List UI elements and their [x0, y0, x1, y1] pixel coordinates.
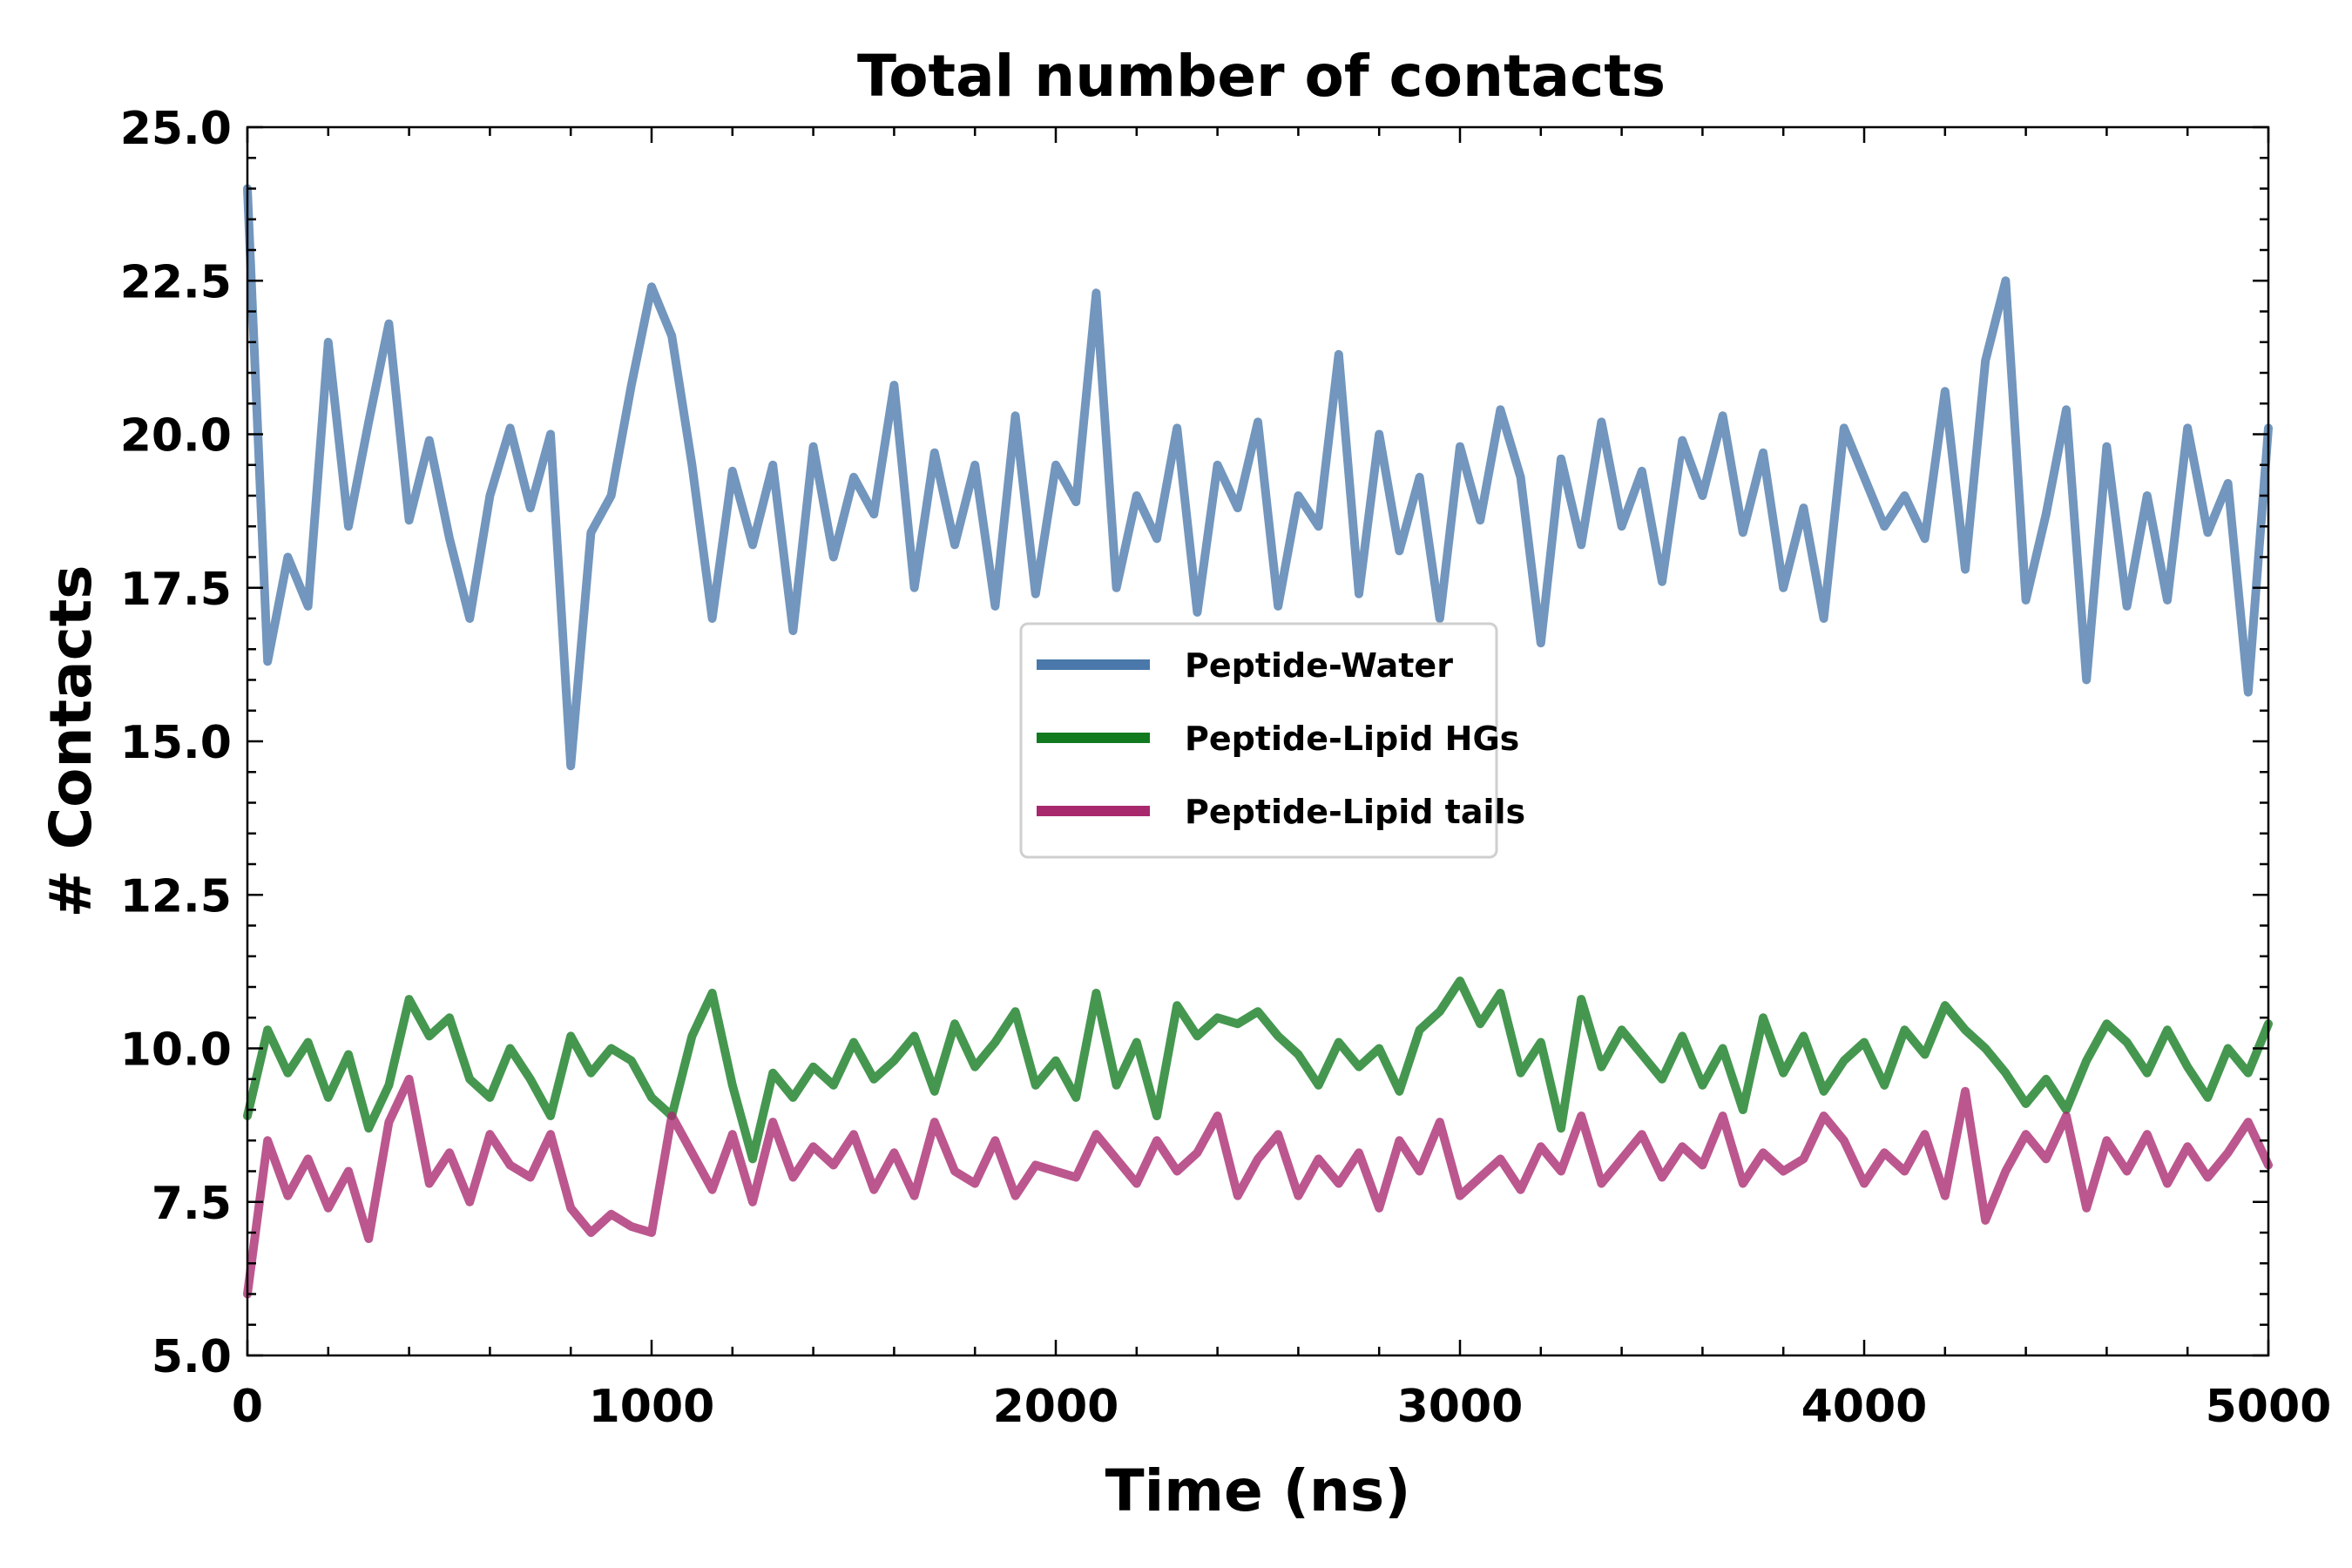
series-line-peptide-water [243, 184, 2273, 771]
legend-box [1019, 622, 1498, 859]
x-tick-label: 3000 [1397, 1381, 1524, 1433]
x-tick-label: 1000 [589, 1381, 715, 1433]
y-tick-label: 22.5 [120, 256, 232, 308]
x-tick-label: 2000 [993, 1381, 1119, 1433]
y-tick-label: 12.5 [120, 870, 232, 923]
x-tick-label: 0 [232, 1381, 263, 1433]
legend-label-peptide-lipid-hgs: Peptide-Lipid HGs [1185, 720, 1519, 758]
tick-labels-layer: 0 1000 2000 3000 4000 5000 5.0 7.5 10.0 12.5 15.0 1… [120, 103, 2332, 1433]
x-tick-label: 4000 [1801, 1381, 1928, 1433]
y-tick-label: 15.0 [120, 717, 232, 769]
legend-label-peptide-water: Peptide-Water [1185, 646, 1453, 685]
y-tick-label: 20.0 [120, 410, 232, 463]
legend-label-peptide-lipid-tails: Peptide-Lipid tails [1185, 793, 1525, 831]
series-line-peptide-lipid-hgs [243, 977, 2273, 1164]
legend: Peptide-Water Peptide-Lipid HGs Peptide-… [1019, 622, 1525, 859]
x-tick-label: 5000 [2206, 1381, 2332, 1433]
y-tick-label: 25.0 [120, 103, 232, 155]
ticks-layer [246, 125, 2270, 1357]
y-tick-label: 10.0 [120, 1024, 232, 1077]
chart-title: Total number of contacts [857, 43, 1666, 110]
y-tick-label: 17.5 [120, 564, 232, 616]
x-axis-label: Time (ns) [1105, 1457, 1411, 1524]
y-axis-label: # Contacts [37, 564, 105, 917]
series-layer [243, 184, 2273, 1299]
y-tick-label: 5.0 [152, 1331, 232, 1383]
series-line-peptide-lipid-tails [243, 1074, 2273, 1299]
y-tick-label: 7.5 [152, 1178, 232, 1230]
